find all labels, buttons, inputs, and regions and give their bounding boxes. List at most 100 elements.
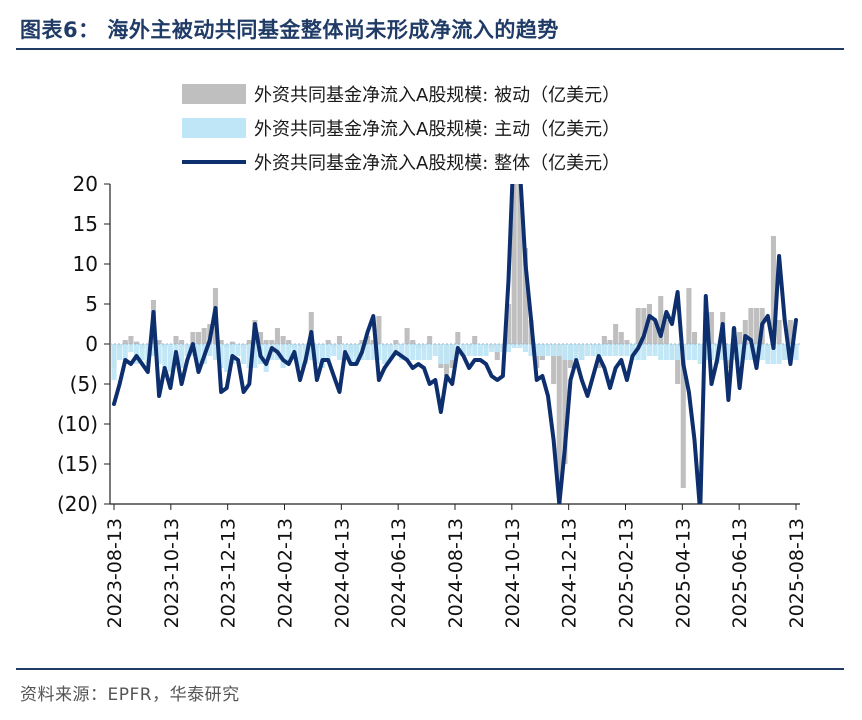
active-bar — [348, 344, 354, 364]
active-bar — [584, 344, 590, 356]
active-bar — [506, 344, 512, 352]
passive-bar — [663, 320, 669, 344]
figure-title: 图表6： 海外主被动共同基金整体尚未形成净流入的趋势 — [20, 18, 559, 42]
active-bar — [134, 344, 140, 364]
active-bar — [128, 344, 134, 352]
title-bar: 图表6： 海外主被动共同基金整体尚未形成净流入的趋势 — [16, 6, 844, 50]
legend-swatch-active — [182, 118, 246, 138]
active-bar — [432, 344, 438, 356]
active-bar — [241, 344, 247, 364]
passive-bar — [376, 316, 382, 344]
active-bar — [720, 344, 726, 360]
active-bar — [207, 344, 213, 356]
active-bar — [748, 344, 754, 360]
active-bar — [793, 344, 799, 360]
active-bar — [601, 344, 607, 356]
passive-bar — [607, 340, 613, 344]
active-bar — [472, 344, 478, 356]
active-bar — [252, 344, 258, 368]
passive-bar — [517, 184, 523, 344]
active-bar — [162, 344, 168, 368]
passive-bar — [506, 304, 512, 344]
active-bar — [212, 344, 218, 360]
x-tick-label: 2025-02-13 — [616, 518, 638, 628]
active-bar — [438, 344, 444, 364]
active-bar — [522, 344, 528, 352]
passive-bar — [218, 340, 224, 344]
active-bar — [117, 344, 123, 360]
y-tick-label: (5) — [70, 372, 98, 396]
active-bar — [517, 344, 523, 348]
total-line-layer — [112, 184, 798, 504]
active-bar — [235, 344, 241, 356]
x-tick-label: 2024-10-13 — [502, 518, 524, 628]
active-bar — [624, 344, 630, 356]
passive-bar — [134, 341, 140, 344]
y-tick-label: 20 — [73, 172, 98, 196]
active-bar — [669, 344, 675, 360]
active-bar — [511, 344, 517, 348]
passive-bar — [336, 336, 342, 344]
active-bar — [111, 344, 117, 380]
y-tick-label: 5 — [85, 292, 98, 316]
passive-bar — [269, 340, 275, 344]
passive-bar — [601, 336, 607, 344]
active-bar — [528, 344, 534, 356]
active-bar — [410, 344, 416, 360]
active-bar — [150, 344, 156, 356]
active-bar — [196, 344, 202, 372]
passive-bar — [404, 328, 410, 344]
active-bar — [365, 344, 371, 360]
active-bar — [280, 344, 286, 368]
active-bar — [782, 344, 788, 360]
passive-bar — [190, 332, 196, 344]
passive-bar — [472, 336, 478, 344]
x-tick-label: 2025-04-13 — [672, 518, 694, 628]
passive-bar — [635, 308, 641, 344]
passive-bar — [325, 340, 331, 344]
active-bar — [393, 344, 399, 356]
x-tick-label: 2025-06-13 — [729, 518, 751, 628]
x-tick-label: 2023-08-13 — [104, 518, 126, 628]
active-bar — [427, 344, 433, 360]
x-tick-label: 2023-10-13 — [161, 518, 183, 628]
passive-bar — [128, 336, 134, 344]
active-bar — [568, 344, 574, 360]
passive-bar — [258, 332, 264, 344]
active-bar — [618, 344, 624, 356]
chart-legend: 外资共同基金净流入A股规模: 被动（亿美元） 外资共同基金净流入A股规模: 主动（… — [182, 84, 620, 174]
active-bar — [776, 344, 782, 364]
active-bar — [336, 344, 342, 360]
passive-bar — [410, 340, 416, 344]
passive-bar — [359, 340, 365, 344]
passive-bar — [274, 328, 280, 344]
active-bar — [466, 344, 472, 356]
active-bar — [494, 344, 500, 352]
passive-bar — [658, 296, 664, 344]
passive-bar — [286, 340, 292, 344]
passive-bar — [686, 288, 692, 344]
active-bar — [246, 344, 252, 368]
y-tick-label: (15) — [57, 452, 98, 476]
active-bar — [596, 344, 602, 356]
active-bar — [737, 344, 743, 364]
active-bar — [286, 344, 292, 364]
passive-bar — [511, 184, 517, 344]
active-bar — [613, 344, 619, 356]
passive-bar — [737, 332, 743, 344]
active-bar — [754, 344, 760, 360]
x-tick-label: 2024-12-13 — [559, 518, 581, 628]
passive-bar — [122, 340, 128, 344]
passive-bars — [111, 184, 793, 496]
active-bar — [353, 344, 359, 364]
passive-bar — [196, 332, 202, 344]
active-bar — [556, 344, 562, 356]
active-bar — [370, 344, 376, 360]
active-bar — [708, 344, 714, 360]
active-bar — [308, 344, 314, 360]
y-tick-label: (20) — [57, 492, 98, 516]
passive-bar — [455, 332, 461, 344]
y-tick-label: 15 — [73, 212, 98, 236]
passive-bar — [646, 304, 652, 344]
passive-bar — [280, 336, 286, 344]
